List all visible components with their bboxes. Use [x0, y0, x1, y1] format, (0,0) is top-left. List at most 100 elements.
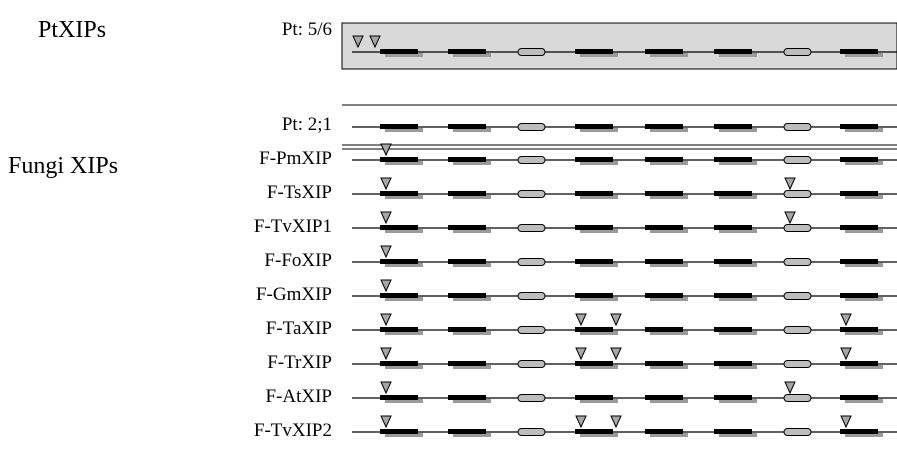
- short-exon-segment: [517, 123, 546, 131]
- exon-segment: [575, 361, 613, 366]
- exon-shadow: [719, 229, 757, 233]
- exon-segment: [380, 191, 418, 196]
- exon-segment: [714, 157, 752, 162]
- exon-shadow: [719, 195, 757, 199]
- exon-segment: [714, 429, 752, 434]
- exon-segment: [575, 49, 613, 54]
- exon-shadow: [650, 331, 688, 335]
- exon-segment: [448, 225, 486, 230]
- exon-shadow: [453, 331, 491, 335]
- short-exon-segment: [517, 394, 546, 402]
- row-label: F-TrXIP: [267, 352, 332, 373]
- exon-shadow: [650, 263, 688, 267]
- exon-segment: [448, 157, 486, 162]
- exon-segment: [448, 395, 486, 400]
- intron-marker-icon: [610, 415, 622, 429]
- exon-shadow: [385, 53, 423, 57]
- exon-segment: [714, 124, 752, 129]
- short-exon-segment: [783, 48, 812, 56]
- pt-highlight-box: [341, 22, 897, 70]
- intron-marker-icon: [380, 211, 392, 225]
- exon-segment: [840, 259, 878, 264]
- exon-segment: [448, 327, 486, 332]
- exon-segment: [714, 361, 752, 366]
- exon-shadow: [453, 263, 491, 267]
- exon-segment: [575, 191, 613, 196]
- exon-shadow: [580, 53, 618, 57]
- intron-marker-icon: [610, 347, 622, 361]
- exon-segment: [448, 361, 486, 366]
- short-exon-segment: [783, 428, 812, 436]
- short-exon-segment: [517, 360, 546, 368]
- exon-shadow: [385, 331, 423, 335]
- exon-shadow: [453, 195, 491, 199]
- row-label: F-PmXIP: [259, 148, 332, 169]
- exon-segment: [645, 429, 683, 434]
- exon-segment: [380, 225, 418, 230]
- exon-segment: [448, 259, 486, 264]
- exon-shadow: [580, 128, 618, 132]
- exon-shadow: [385, 229, 423, 233]
- exon-shadow: [650, 161, 688, 165]
- exon-segment: [575, 293, 613, 298]
- exon-shadow: [453, 433, 491, 437]
- exon-shadow: [845, 161, 883, 165]
- exon-shadow: [580, 399, 618, 403]
- exon-segment: [645, 157, 683, 162]
- short-exon-segment: [517, 292, 546, 300]
- intron-marker-icon: [784, 177, 796, 191]
- exon-segment: [380, 293, 418, 298]
- exon-shadow: [453, 161, 491, 165]
- exon-shadow: [845, 53, 883, 57]
- exon-shadow: [845, 297, 883, 301]
- exon-segment: [840, 157, 878, 162]
- exon-segment: [448, 429, 486, 434]
- exon-shadow: [385, 433, 423, 437]
- exon-segment: [380, 259, 418, 264]
- exon-segment: [645, 124, 683, 129]
- exon-shadow: [719, 331, 757, 335]
- exon-segment: [380, 49, 418, 54]
- row-label: F-TaXIP: [265, 318, 332, 339]
- row-label: Pt: 5/6: [281, 19, 332, 40]
- intron-marker-icon: [840, 347, 852, 361]
- exon-shadow: [580, 229, 618, 233]
- exon-segment: [575, 157, 613, 162]
- row-label: F-TvXIP1: [253, 216, 332, 237]
- exon-segment: [575, 225, 613, 230]
- short-exon-segment: [783, 123, 812, 131]
- exon-shadow: [453, 365, 491, 369]
- short-exon-segment: [783, 326, 812, 334]
- exon-shadow: [385, 128, 423, 132]
- exon-shadow: [650, 365, 688, 369]
- exon-segment: [645, 191, 683, 196]
- row-label: Pt: 2;1: [281, 114, 332, 135]
- intron-marker-icon: [380, 143, 392, 157]
- exon-shadow: [845, 399, 883, 403]
- exon-shadow: [650, 297, 688, 301]
- exon-segment: [840, 327, 878, 332]
- exon-segment: [380, 157, 418, 162]
- exon-shadow: [845, 195, 883, 199]
- exon-shadow: [385, 263, 423, 267]
- exon-segment: [840, 395, 878, 400]
- short-exon-segment: [517, 224, 546, 232]
- row-label: F-TvXIP2: [253, 420, 332, 441]
- exon-shadow: [650, 399, 688, 403]
- exon-segment: [448, 293, 486, 298]
- intron-marker-icon: [380, 313, 392, 327]
- exon-segment: [645, 49, 683, 54]
- intron-marker-icon: [352, 35, 364, 49]
- exon-segment: [448, 191, 486, 196]
- exon-shadow: [453, 128, 491, 132]
- intron-marker-icon: [369, 35, 381, 49]
- row-label: F-TsXIP: [266, 182, 332, 203]
- exon-segment: [575, 259, 613, 264]
- exon-segment: [714, 259, 752, 264]
- intron-marker-icon: [610, 313, 622, 327]
- short-exon-segment: [517, 258, 546, 266]
- exon-shadow: [453, 53, 491, 57]
- exon-segment: [575, 429, 613, 434]
- exon-shadow: [719, 263, 757, 267]
